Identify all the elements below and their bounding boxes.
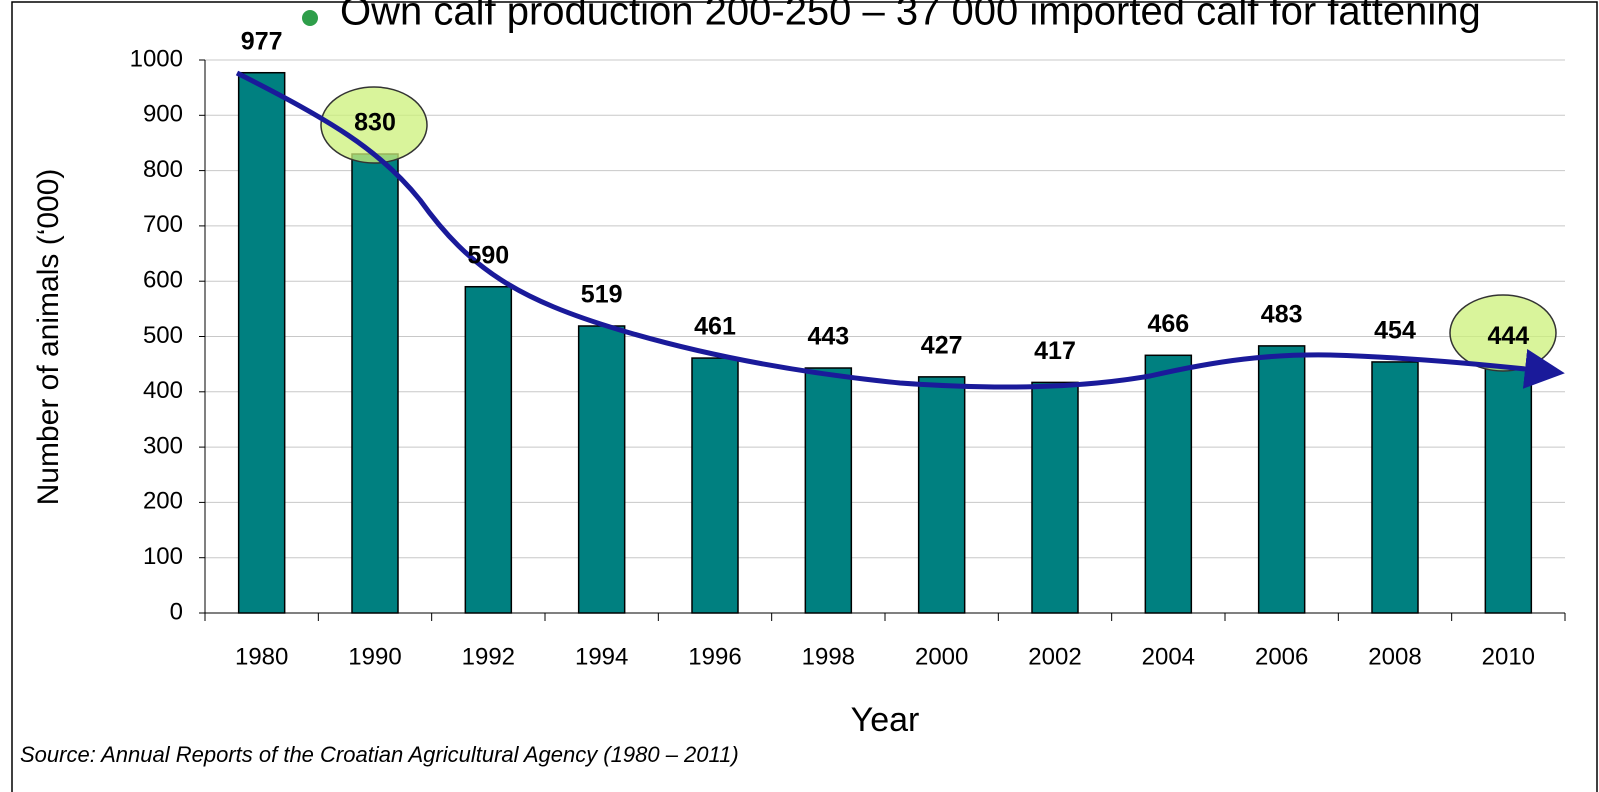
bar	[917, 376, 966, 614]
x-tick-label: 1994	[575, 643, 628, 670]
bar	[691, 357, 739, 614]
highlight-ellipse	[320, 86, 428, 164]
value-labels: 977 830 590 519 461 443 427 417 466 483 454 444	[241, 27, 1529, 365]
axes: 0 100 200 300 400 500 600 700 800 900 1000 1980 1990…	[130, 45, 1566, 670]
y-tick-label: 300	[143, 432, 183, 459]
title-bullet	[302, 10, 318, 26]
x-tick-label: 2010	[1482, 643, 1535, 670]
value-label: 443	[807, 323, 849, 351]
y-tick-label: 200	[143, 488, 183, 515]
x-axis-label: Year	[851, 701, 920, 739]
x-tick-label: 2000	[915, 643, 968, 670]
value-label: 454	[1374, 317, 1416, 345]
bar	[464, 285, 513, 614]
y-tick-label: 0	[170, 598, 183, 625]
bar	[1257, 345, 1306, 614]
bar	[351, 153, 399, 614]
y-tick-label: 800	[143, 156, 183, 183]
value-label: 519	[581, 281, 623, 309]
chart-title: Own calf production 200-250 – 37 000 imp…	[340, 0, 1481, 34]
value-label: 977	[241, 27, 283, 55]
y-tick-label: 400	[143, 377, 183, 404]
x-tick-label: 2004	[1142, 643, 1195, 670]
y-tick-label: 900	[143, 101, 183, 128]
bars	[237, 71, 1533, 614]
value-label: 830	[354, 109, 396, 137]
value-label: 444	[1487, 322, 1529, 350]
x-tick-label: 2002	[1028, 643, 1081, 670]
x-tick-label: 1980	[235, 643, 288, 670]
bar	[577, 325, 626, 614]
value-label: 461	[694, 313, 736, 341]
bar	[1144, 354, 1193, 614]
x-tick-label: 1998	[802, 643, 855, 670]
chart-frame	[11, 1, 1598, 792]
y-tick-label: 600	[143, 267, 183, 294]
bar	[1484, 366, 1533, 614]
source-note: Source: Annual Reports of the Croatian A…	[20, 742, 739, 767]
x-tick-label: 1990	[348, 643, 401, 670]
bar	[804, 367, 853, 614]
trend-arrow	[235, 70, 1565, 390]
x-tick-label: 1992	[462, 643, 515, 670]
y-tick-label: 1000	[130, 45, 183, 72]
value-label: 466	[1147, 310, 1189, 338]
x-tick-label: 2008	[1368, 643, 1421, 670]
bar	[1031, 381, 1079, 614]
value-label: 427	[921, 331, 963, 359]
x-tick-label: 2006	[1255, 643, 1308, 670]
bar	[1371, 361, 1419, 614]
bar	[237, 71, 286, 614]
y-tick-label: 100	[143, 543, 183, 570]
y-tick-label: 500	[143, 322, 183, 349]
y-axis-label: Number of animals (‘000)	[32, 169, 65, 506]
value-label: 590	[467, 241, 509, 269]
value-label: 417	[1034, 337, 1076, 365]
value-label: 483	[1261, 301, 1303, 329]
x-tick-label: 1996	[688, 643, 741, 670]
y-tick-label: 700	[143, 211, 183, 238]
trend-overlay	[235, 70, 1565, 390]
